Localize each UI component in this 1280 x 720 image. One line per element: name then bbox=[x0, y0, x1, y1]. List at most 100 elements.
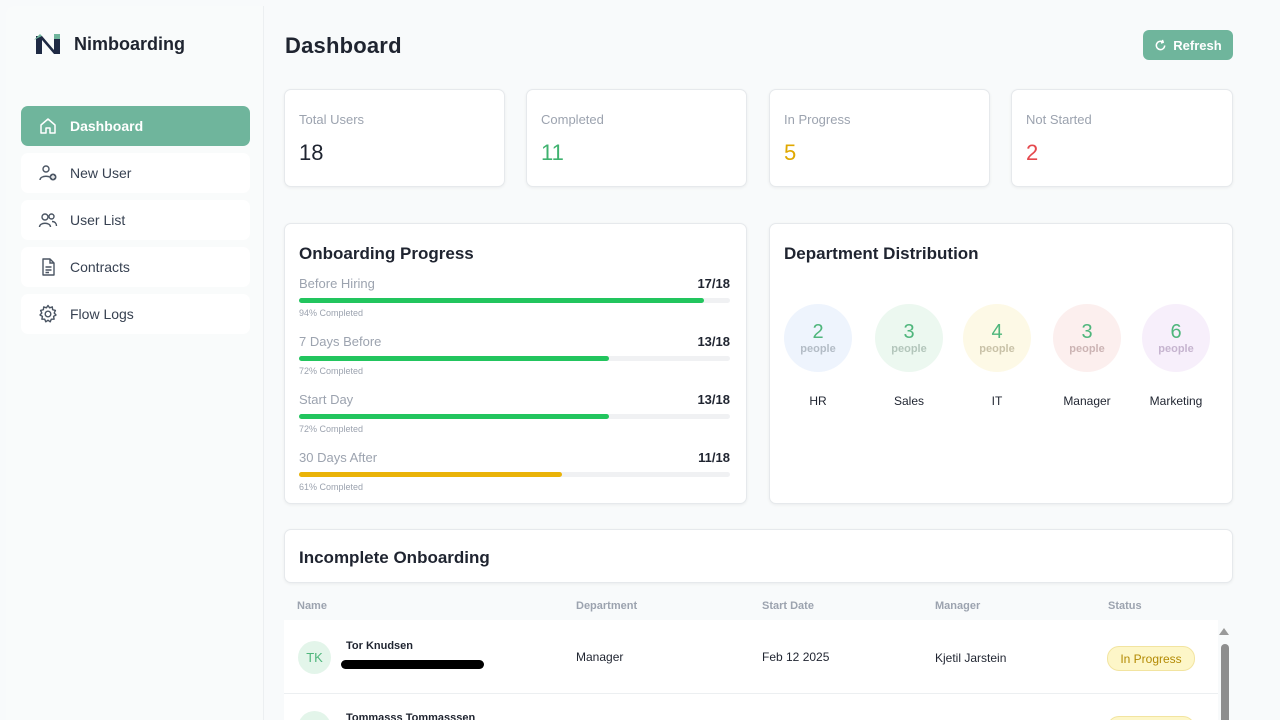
avatar: TT bbox=[298, 711, 331, 720]
table-scrollbar[interactable] bbox=[1219, 628, 1231, 720]
stat-value: 5 bbox=[784, 140, 797, 165]
table-row[interactable]: TT Tommasss Tommasssen bbox=[284, 694, 1218, 720]
document-icon bbox=[42, 258, 55, 276]
row-start-date: Feb 12 2025 bbox=[762, 650, 830, 664]
onboarding-progress-card: Onboarding Progress Before Hiring 17/18 … bbox=[284, 223, 747, 504]
progress-fill bbox=[299, 356, 610, 361]
table-header: Name Department Start Date Manager Statu… bbox=[297, 600, 1237, 616]
row-name: Tommasss Tommasssen bbox=[346, 712, 476, 720]
sidebar-item-label: User List bbox=[70, 212, 126, 228]
sidebar-item-label: Dashboard bbox=[70, 118, 144, 134]
department-circle: 4 people bbox=[963, 304, 1031, 372]
department-count: 3 bbox=[1081, 320, 1093, 343]
refresh-icon bbox=[1155, 39, 1166, 50]
progress-track bbox=[299, 298, 730, 303]
progress-subtext: 72% Completed bbox=[299, 424, 364, 434]
sidebar-item-label: New User bbox=[70, 165, 132, 181]
status-badge bbox=[1107, 716, 1195, 720]
department-circle: 3 people bbox=[875, 304, 943, 372]
sidebar-item-user-list[interactable]: User List bbox=[21, 200, 250, 240]
department-count: 6 bbox=[1170, 320, 1182, 343]
stat-value: 11 bbox=[541, 140, 564, 165]
page-title: Dashboard bbox=[285, 33, 402, 58]
column-header-department[interactable]: Department bbox=[576, 600, 638, 612]
incomplete-onboarding-card: Incomplete Onboarding bbox=[284, 529, 1233, 583]
stat-label: Not Started bbox=[1026, 112, 1092, 127]
department-circle: 6 people bbox=[1142, 304, 1210, 372]
sidebar-nav: Dashboard New User User List Contracts F… bbox=[21, 106, 250, 341]
department-hr[interactable]: 2 people HR bbox=[773, 304, 863, 408]
row-name: Tor Knudsen bbox=[346, 640, 414, 652]
redacted-email bbox=[341, 660, 484, 669]
department-name: Manager bbox=[1063, 394, 1111, 408]
column-header-start-date[interactable]: Start Date bbox=[762, 600, 814, 612]
gear-icon bbox=[39, 304, 57, 323]
progress-fill bbox=[299, 298, 705, 303]
sidebar-item-new-user[interactable]: New User bbox=[21, 153, 250, 193]
department-name: Sales bbox=[893, 394, 925, 408]
sidebar-item-label: Contracts bbox=[70, 259, 130, 275]
stat-label: In Progress bbox=[784, 112, 851, 127]
progress-track bbox=[299, 356, 730, 361]
avatar: TK bbox=[298, 641, 331, 674]
sidebar: Nimboarding Dashboard New User User List… bbox=[6, 6, 264, 720]
brand-name: Nimboarding bbox=[74, 33, 185, 54]
progress-track bbox=[299, 414, 730, 419]
progress-label: Before Hiring bbox=[299, 276, 375, 291]
department-count: 4 bbox=[991, 320, 1003, 343]
department-circle: 3 people bbox=[1053, 304, 1121, 372]
brand[interactable]: Nimboarding bbox=[34, 32, 185, 56]
home-icon bbox=[40, 118, 56, 134]
section-title: Department Distribution bbox=[784, 244, 979, 263]
progress-track bbox=[299, 472, 730, 477]
add-user-icon bbox=[39, 165, 57, 181]
nimboarding-logo-icon bbox=[34, 34, 60, 54]
progress-subtext: 61% Completed bbox=[299, 482, 364, 492]
stat-value: 18 bbox=[299, 140, 324, 165]
section-title: Incomplete Onboarding bbox=[299, 548, 490, 567]
department-unit: people bbox=[800, 342, 836, 355]
stat-card-not-started: Not Started 2 bbox=[1011, 89, 1233, 187]
department-marketing[interactable]: 6 people Marketing bbox=[1131, 304, 1221, 408]
row-manager: Kjetil Jarstein bbox=[935, 651, 1007, 665]
department-circle: 2 people bbox=[784, 304, 852, 372]
stat-label: Completed bbox=[541, 112, 604, 127]
refresh-button[interactable]: Refresh bbox=[1143, 30, 1233, 60]
stat-card-in-progress: In Progress 5 bbox=[769, 89, 990, 187]
department-unit: people bbox=[1158, 342, 1194, 355]
department-it[interactable]: 4 people IT bbox=[952, 304, 1042, 408]
stat-card-completed: Completed 11 bbox=[526, 89, 747, 187]
department-sales[interactable]: 3 people Sales bbox=[864, 304, 954, 408]
status-badge: In Progress bbox=[1107, 646, 1195, 671]
scroll-thumb[interactable] bbox=[1221, 644, 1229, 720]
department-count: 2 bbox=[812, 320, 824, 343]
column-header-manager[interactable]: Manager bbox=[935, 600, 981, 612]
progress-label: 7 Days Before bbox=[299, 334, 382, 349]
column-header-status[interactable]: Status bbox=[1108, 600, 1142, 612]
progress-count: 17/18 bbox=[697, 276, 730, 291]
stat-value: 2 bbox=[1026, 140, 1039, 165]
sidebar-item-label: Flow Logs bbox=[70, 306, 134, 322]
progress-label: Start Day bbox=[299, 392, 354, 407]
sidebar-item-dashboard[interactable]: Dashboard bbox=[21, 106, 250, 146]
progress-subtext: 72% Completed bbox=[299, 366, 364, 376]
department-unit: people bbox=[891, 342, 927, 355]
sidebar-item-flow-logs[interactable]: Flow Logs bbox=[21, 294, 250, 334]
column-header-name[interactable]: Name bbox=[297, 600, 327, 612]
sidebar-item-contracts[interactable]: Contracts bbox=[21, 247, 250, 287]
department-name: Marketing bbox=[1149, 394, 1203, 408]
refresh-label: Refresh bbox=[1173, 37, 1222, 53]
department-unit: people bbox=[979, 342, 1015, 355]
scroll-up-arrow-icon[interactable] bbox=[1219, 628, 1229, 635]
department-manager[interactable]: 3 people Manager bbox=[1042, 304, 1132, 408]
progress-count: 13/18 bbox=[697, 334, 730, 349]
stat-card-total-users: Total Users 18 bbox=[284, 89, 505, 187]
department-name: HR bbox=[809, 394, 827, 408]
table-row[interactable]: TK Tor Knudsen Manager Feb 12 2025 Kjeti… bbox=[284, 620, 1218, 694]
progress-label: 30 Days After bbox=[299, 450, 378, 465]
progress-fill bbox=[299, 414, 610, 419]
row-department: Manager bbox=[576, 650, 624, 664]
progress-count: 11/18 bbox=[698, 450, 730, 465]
department-unit: people bbox=[1069, 342, 1105, 355]
section-title: Onboarding Progress bbox=[299, 244, 474, 263]
